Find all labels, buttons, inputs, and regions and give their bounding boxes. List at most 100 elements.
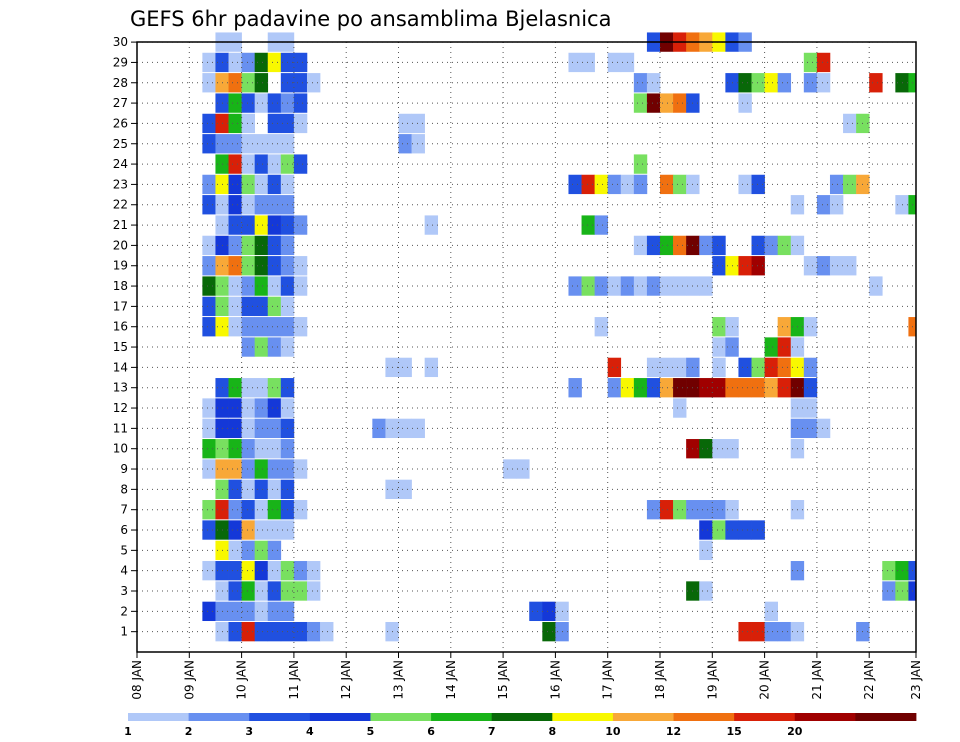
y-tick-label: 5 <box>120 543 128 557</box>
heatmap-cell <box>777 317 792 337</box>
heatmap-cell <box>777 622 792 642</box>
heatmap-cell <box>202 195 216 215</box>
heatmap-cell <box>267 500 282 520</box>
heatmap-cell <box>202 52 216 73</box>
heatmap-cell <box>267 581 282 601</box>
heatmap-cell <box>843 256 857 276</box>
heatmap-cell <box>712 235 726 256</box>
heatmap-cell <box>267 215 282 235</box>
precipitation-colorbar: 1 2 3 4 5 6 7 8 10 12 15 20 <box>124 713 917 738</box>
heatmap-cell <box>241 581 255 601</box>
heatmap-cell <box>306 561 321 581</box>
x-tick-label: 17 JAN <box>601 660 615 700</box>
heatmap-cell <box>424 215 439 235</box>
heatmap-cell <box>712 256 726 276</box>
heatmap-cell <box>306 581 321 601</box>
heatmap-cell <box>816 418 831 439</box>
heatmap-cell <box>738 357 752 378</box>
heatmap-cell <box>712 317 726 337</box>
heatmap-cell <box>267 622 282 642</box>
heatmap-cell <box>267 174 282 195</box>
heatmap-cell <box>777 357 792 378</box>
heatmap-cell <box>267 93 282 113</box>
colorbar-label: 5 <box>367 725 375 738</box>
colorbar-label: 20 <box>787 725 803 738</box>
y-tick-label: 21 <box>113 218 128 232</box>
heatmap-cell <box>254 256 269 276</box>
heatmap-cell <box>673 357 687 378</box>
x-tick-label: 18 JAN <box>653 660 667 700</box>
x-tick-label: 20 JAN <box>758 660 772 700</box>
y-tick-label: 28 <box>113 76 128 90</box>
heatmap-cell <box>228 276 242 296</box>
heatmap-cell <box>254 418 269 439</box>
heatmap-cell <box>803 378 818 398</box>
heatmap-cell <box>594 276 609 296</box>
heatmap-cell <box>254 378 269 398</box>
heatmap-cell <box>254 520 269 540</box>
heatmap-cell <box>673 378 687 398</box>
heatmap-cell <box>228 174 242 195</box>
heatmap-cell <box>293 500 308 520</box>
colorbar-segment <box>491 713 553 721</box>
heatmap-cell <box>254 622 269 642</box>
heatmap-cell <box>764 601 778 622</box>
y-tick-label: 25 <box>113 137 128 151</box>
heatmap-cell <box>254 276 269 296</box>
heatmap-cell <box>202 276 216 296</box>
heatmap-cell <box>738 174 752 195</box>
y-tick-label: 8 <box>120 482 128 496</box>
heatmap-cell <box>267 317 282 337</box>
heatmap-cell <box>607 357 622 378</box>
heatmap-cell <box>254 235 269 256</box>
heatmap-cell <box>594 215 609 235</box>
heatmap-cell <box>751 256 765 276</box>
colorbar-label: 15 <box>726 725 741 738</box>
heatmap-cell <box>803 398 818 418</box>
colorbar-segment <box>188 713 250 721</box>
heatmap-cell <box>202 398 216 418</box>
heatmap-cell <box>241 479 255 500</box>
colorbar-segment <box>552 713 614 721</box>
heatmap-cell <box>293 317 308 337</box>
heatmap-cells <box>202 32 917 642</box>
heatmap-cell <box>712 500 726 520</box>
heatmap-cell <box>293 93 308 113</box>
heatmap-cell <box>228 235 242 256</box>
heatmap-cell <box>738 73 752 93</box>
heatmap-cell <box>254 500 269 520</box>
y-tick-label: 7 <box>120 503 128 517</box>
heatmap-cell <box>581 52 595 73</box>
heatmap-cell <box>241 317 255 337</box>
y-tick-label: 19 <box>113 259 128 273</box>
heatmap-cell <box>228 296 242 317</box>
y-tick-label: 1 <box>120 625 128 639</box>
heatmap-cell <box>607 378 622 398</box>
heatmap-cell <box>254 93 269 113</box>
heatmap-cell <box>542 601 556 622</box>
heatmap-cell <box>228 73 242 93</box>
heatmap-cell <box>712 357 726 378</box>
heatmap-cell <box>241 337 255 357</box>
heatmap-cell <box>398 113 412 134</box>
y-tick-label: 15 <box>113 340 128 354</box>
heatmap-cell <box>293 459 308 479</box>
heatmap-cell <box>646 73 661 93</box>
heatmap-cell <box>712 520 726 540</box>
heatmap-cell <box>228 93 242 113</box>
heatmap-cell <box>882 561 896 581</box>
heatmap-cell <box>241 154 255 174</box>
heatmap-cell <box>228 520 242 540</box>
heatmap-cell <box>660 276 674 296</box>
heatmap-cell <box>202 439 216 459</box>
heatmap-cell <box>699 500 713 520</box>
heatmap-cell <box>816 256 831 276</box>
heatmap-cell <box>843 174 857 195</box>
heatmap-cell <box>633 235 648 256</box>
heatmap-cell <box>241 561 255 581</box>
heatmap-cell <box>202 73 216 93</box>
y-tick-label: 29 <box>113 55 128 69</box>
colorbar-segment <box>734 713 796 721</box>
heatmap-cell <box>411 418 425 439</box>
y-tick-label: 13 <box>113 381 128 395</box>
